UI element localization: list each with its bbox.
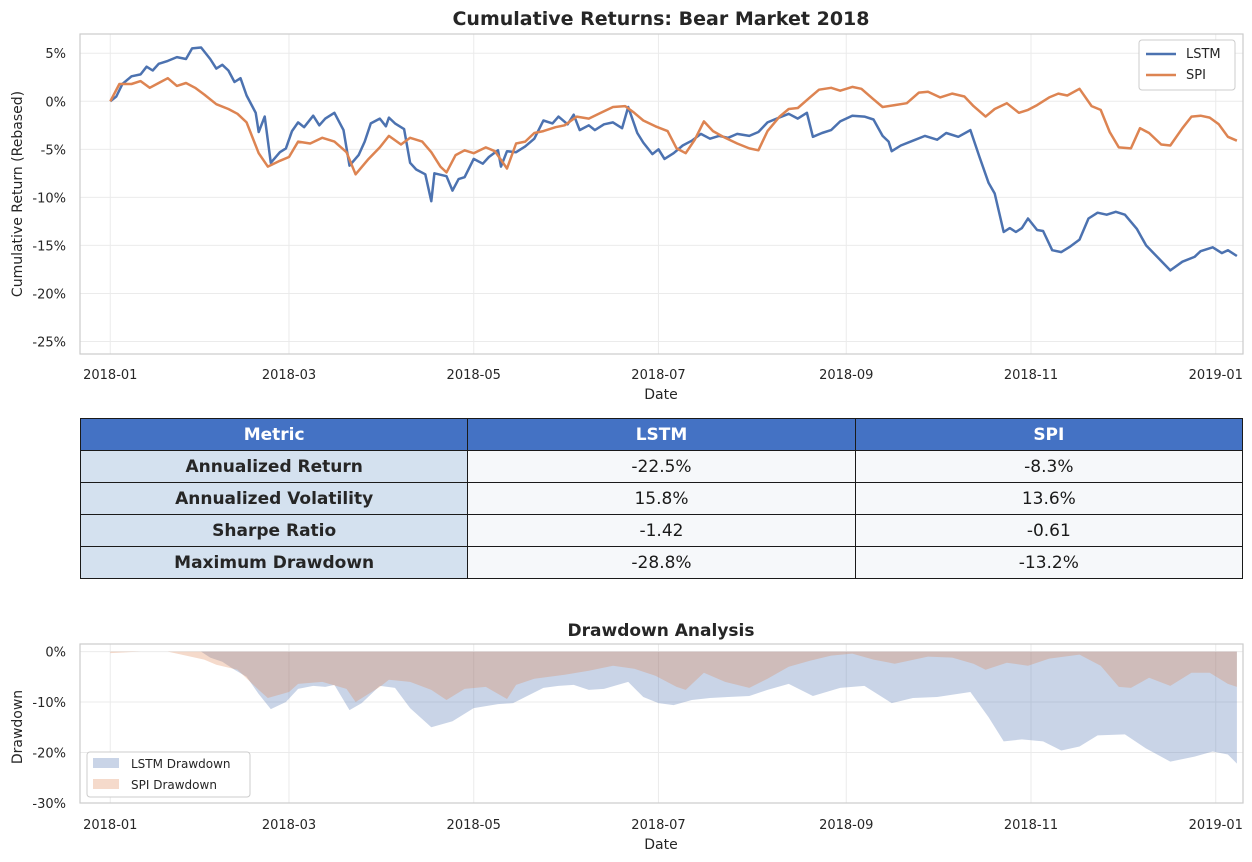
metrics-table-body: Metric LSTM SPI Annualized Return -22.5% -8.3…	[79, 418, 1244, 579]
metrics-table: Metric LSTM SPI Annualized Return -22.5% -8.3…	[79, 418, 1244, 579]
legend-label-lstm: LSTM	[1186, 47, 1221, 62]
plot-frame	[79, 33, 1244, 355]
series-line-lstm	[109, 46, 1238, 272]
drawdown-areas	[110, 651, 1237, 764]
chart-title: Cumulative Returns: Bear Market 2018	[452, 8, 869, 30]
plot-frame	[79, 643, 1244, 804]
table-row: Sharpe Ratio -1.42 -0.61	[79, 514, 1244, 547]
legend-label-lstm: LSTM Drawdown	[131, 757, 231, 771]
x-tick-label: 2018-09	[819, 818, 873, 833]
x-ticks: 2018-01 2018-03 2018-05 2018-07 2018-09 2018-…	[83, 368, 1243, 383]
x-tick-label: 2018-11	[1004, 818, 1058, 833]
x-tick-label: 2018-01	[83, 818, 137, 833]
table-row: Maximum Drawdown -28.8% -13.2%	[79, 546, 1244, 579]
y-tick-label: -15%	[32, 239, 66, 254]
grid	[80, 34, 1243, 354]
drawdown-area-spi	[110, 651, 1237, 702]
x-tick-label: 2018-11	[1004, 368, 1058, 383]
column-header: SPI	[854, 418, 1244, 451]
y-tick-label: -10%	[32, 696, 66, 711]
cumulative-returns-chart: Cumulative Returns: Bear Market 2018 5% 0…	[10, 8, 1244, 400]
legend-swatch-lstm	[93, 758, 119, 768]
x-tick-label: 2019-01	[1189, 368, 1243, 383]
x-tick-label: 2018-07	[631, 368, 685, 383]
column-header: Metric	[79, 418, 469, 451]
y-tick-label: -10%	[32, 191, 66, 206]
table-row: Annualized Return -22.5% -8.3%	[79, 450, 1244, 483]
metric-label: Maximum Drawdown	[79, 546, 469, 579]
grid	[80, 644, 1243, 804]
x-tick-label: 2018-03	[262, 818, 316, 833]
y-axis-label: Cumulative Return (Rebased)	[10, 91, 26, 297]
metric-value: -0.61	[854, 514, 1244, 547]
legend: LSTM Drawdown SPI Drawdown	[86, 751, 251, 798]
metric-label: Sharpe Ratio	[79, 514, 469, 547]
series-line-spi	[109, 76, 1238, 176]
metric-value: -8.3%	[854, 450, 1244, 483]
metric-label: Annualized Volatility	[79, 482, 469, 515]
legend-box	[1138, 39, 1236, 91]
metric-value: 13.6%	[854, 482, 1244, 515]
table-row: Annualized Volatility 15.8% 13.6%	[79, 482, 1244, 515]
legend: LSTM SPI	[1138, 39, 1236, 91]
x-tick-label: 2018-01	[83, 368, 137, 383]
y-tick-label: -30%	[32, 797, 66, 812]
x-tick-label: 2018-03	[262, 368, 316, 383]
metric-value: -28.8%	[467, 546, 856, 579]
y-tick-label: 5%	[45, 47, 66, 62]
metric-label: Annualized Return	[79, 450, 469, 483]
x-axis-label: Date	[644, 837, 677, 853]
x-tick-label: 2018-07	[631, 818, 685, 833]
x-tick-label: 2018-09	[819, 368, 873, 383]
drawdown-area-lstm	[110, 651, 1237, 764]
y-ticks: 0% -10% -20% -30%	[32, 646, 66, 812]
metric-value: -13.2%	[854, 546, 1244, 579]
x-tick-label: 2018-05	[447, 368, 501, 383]
y-ticks: 5% 0% -5% -10% -15% -20% -25%	[32, 47, 66, 350]
table-header-row: Metric LSTM SPI	[79, 418, 1244, 451]
y-tick-label: 0%	[45, 646, 66, 661]
y-tick-label: 0%	[45, 95, 66, 110]
metric-value: -22.5%	[467, 450, 856, 483]
series-lines	[109, 46, 1238, 272]
metric-value: 15.8%	[467, 482, 856, 515]
y-tick-label: -20%	[32, 747, 66, 762]
legend-box	[86, 751, 251, 798]
legend-label-spi: SPI Drawdown	[131, 778, 217, 792]
y-tick-label: -20%	[32, 287, 66, 302]
y-tick-label: -25%	[32, 336, 66, 351]
chart-title: Drawdown Analysis	[568, 621, 755, 641]
x-tick-label: 2018-05	[447, 818, 501, 833]
x-axis-label: Date	[644, 387, 677, 400]
column-header: LSTM	[467, 418, 856, 451]
y-tick-label: -5%	[41, 143, 66, 158]
metric-value: -1.42	[467, 514, 856, 547]
legend-swatch-spi	[93, 779, 119, 789]
y-axis-label: Drawdown	[10, 690, 26, 764]
x-ticks: 2018-01 2018-03 2018-05 2018-07 2018-09 2018-…	[83, 818, 1243, 833]
x-tick-label: 2019-01	[1189, 818, 1243, 833]
legend-label-spi: SPI	[1186, 68, 1206, 83]
